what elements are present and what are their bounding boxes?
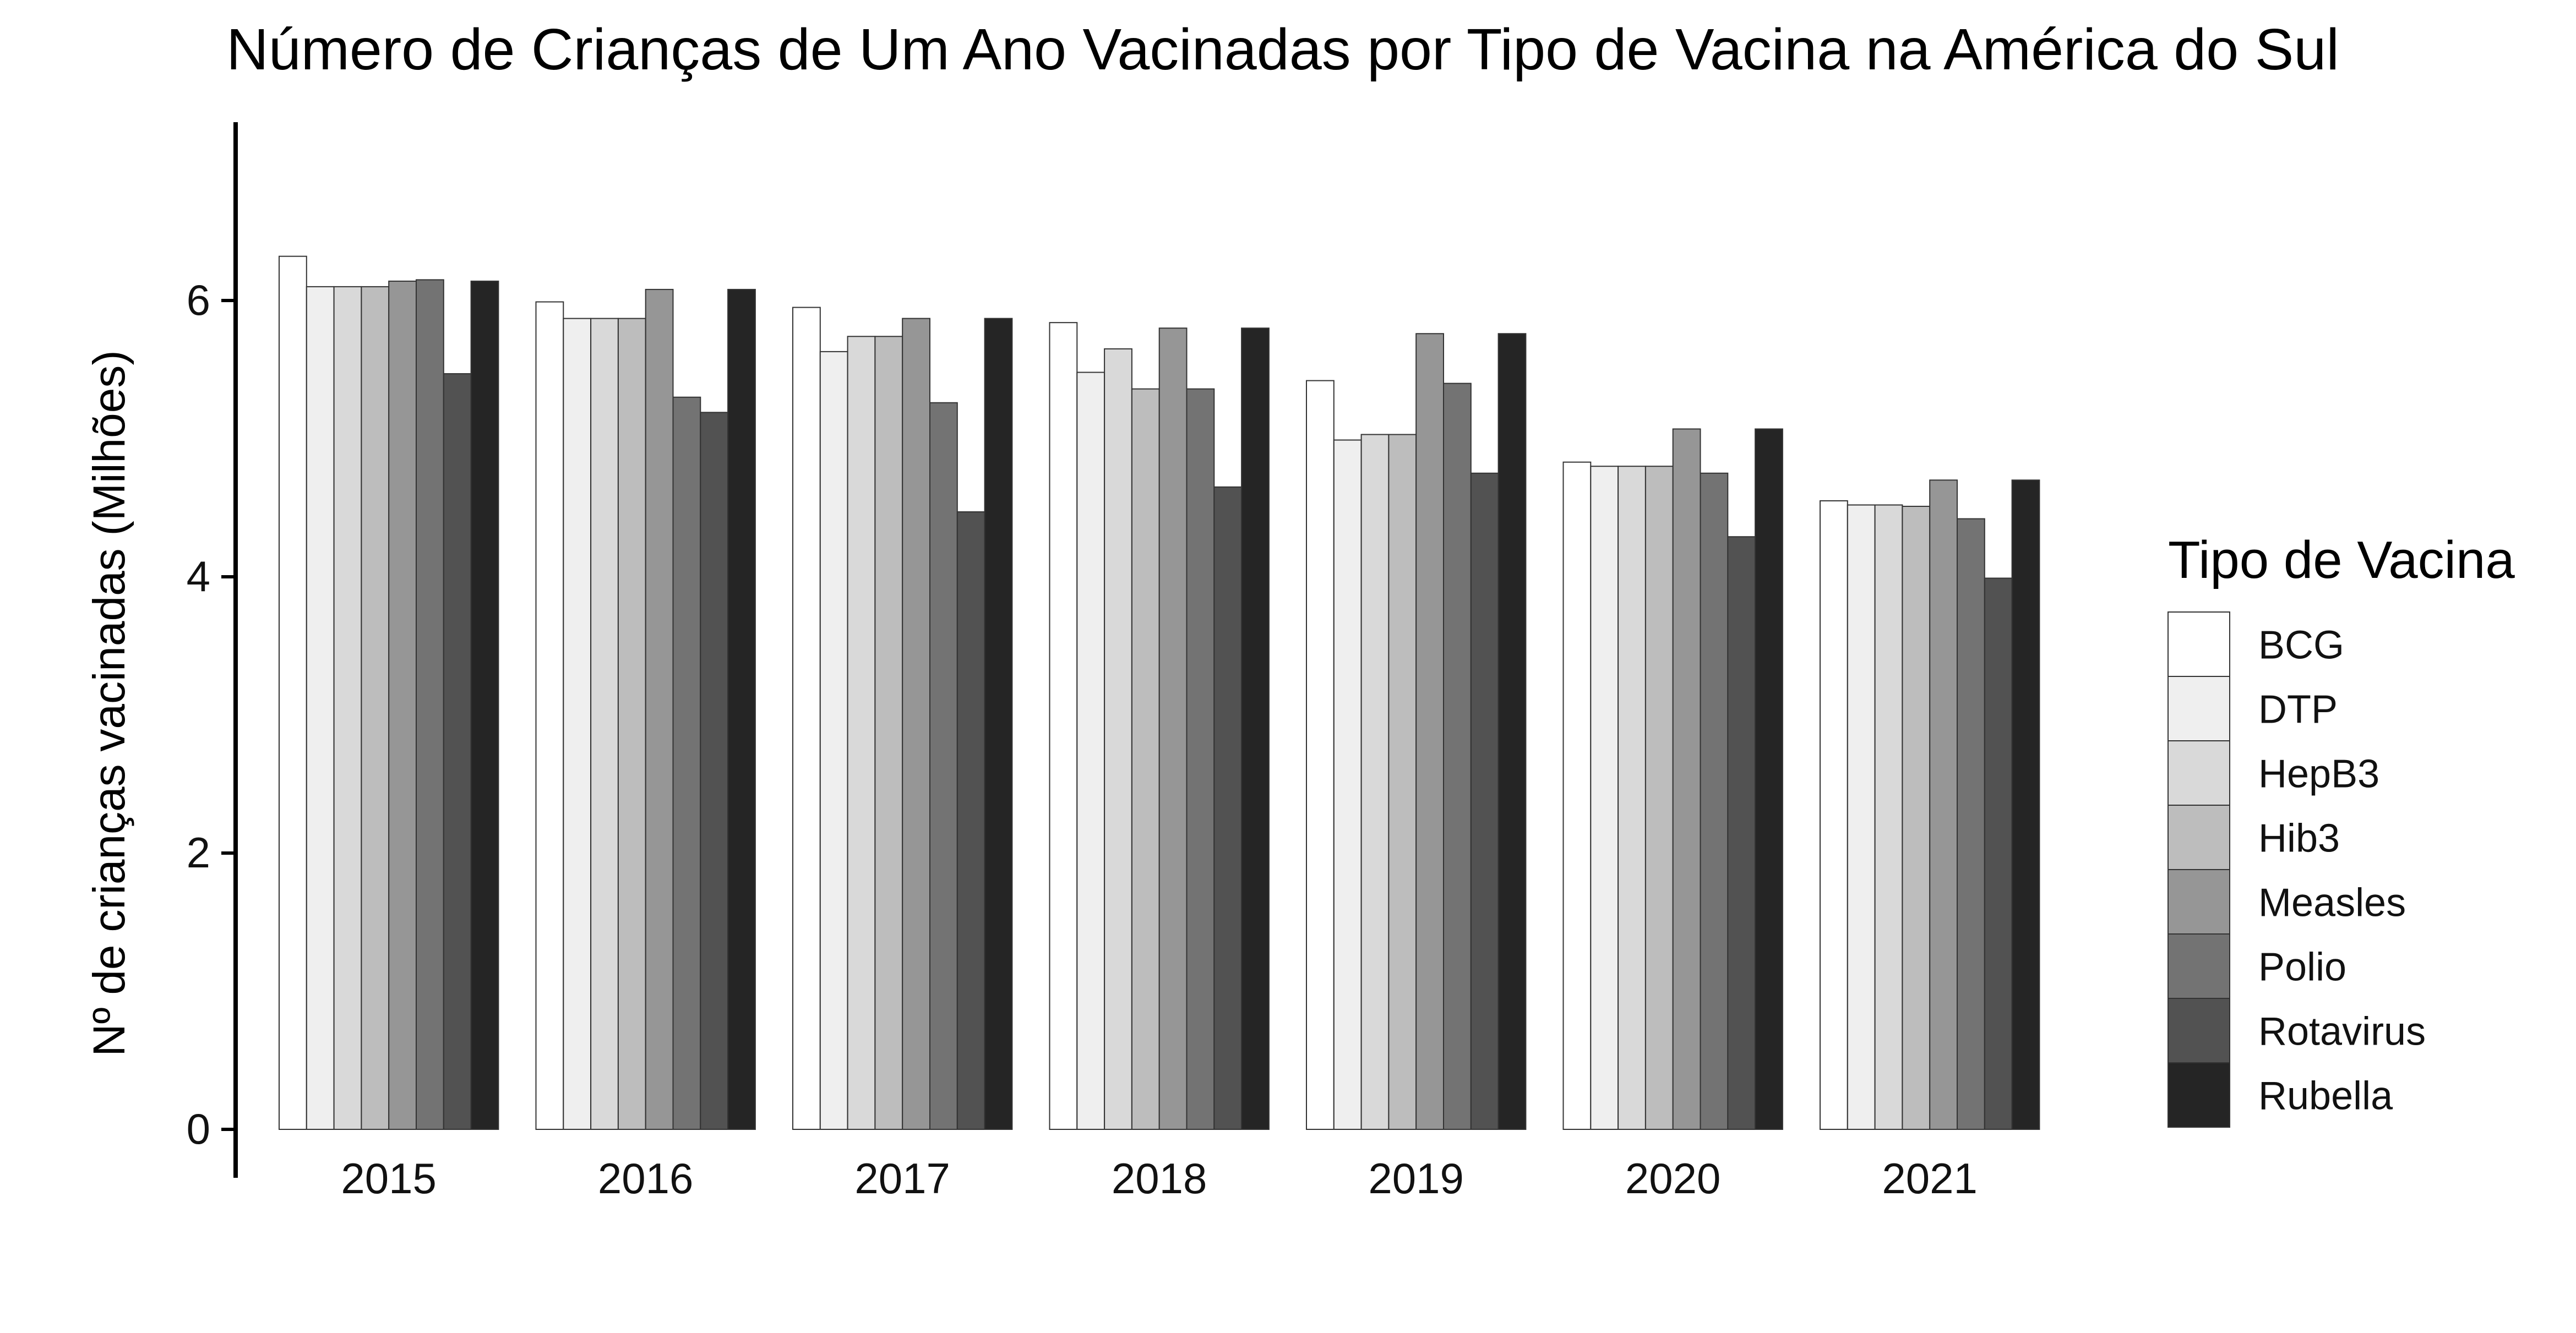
legend-key-dtp bbox=[2167, 676, 2230, 741]
bar-measles-2015 bbox=[388, 280, 417, 1130]
legend-key-rubella bbox=[2167, 1062, 2230, 1128]
bar-measles-2017 bbox=[902, 318, 930, 1130]
x-tick-label: 2017 bbox=[854, 1154, 950, 1203]
bar-bcg-2015 bbox=[279, 255, 307, 1130]
bar-rotavirus-2021 bbox=[1984, 577, 2013, 1130]
bar-hib3-2017 bbox=[874, 336, 903, 1130]
bar-hepb3-2021 bbox=[1874, 504, 1903, 1130]
bar-rubella-2018 bbox=[1241, 327, 1270, 1130]
bar-hepb3-2015 bbox=[333, 286, 362, 1130]
legend-title: Tipo de Vacina bbox=[2168, 531, 2515, 589]
bar-rotavirus-2015 bbox=[443, 373, 472, 1130]
bar-rotavirus-2020 bbox=[1727, 536, 1756, 1130]
bar-hepb3-2019 bbox=[1360, 434, 1390, 1130]
bar-hepb3-2020 bbox=[1618, 466, 1646, 1130]
bar-rotavirus-2018 bbox=[1213, 486, 1243, 1130]
bar-hepb3-2018 bbox=[1104, 348, 1132, 1130]
bar-hepb3-2017 bbox=[847, 336, 876, 1130]
bar-polio-2018 bbox=[1186, 388, 1215, 1130]
bar-rubella-2020 bbox=[1755, 428, 1783, 1130]
bar-measles-2018 bbox=[1158, 327, 1188, 1130]
legend-label-hepb3: HepB3 bbox=[2258, 752, 2379, 796]
x-tick-label: 2018 bbox=[1112, 1154, 1207, 1203]
bar-polio-2021 bbox=[1957, 518, 1985, 1130]
bar-hib3-2021 bbox=[1902, 505, 1931, 1130]
bar-measles-2019 bbox=[1415, 333, 1444, 1130]
legend-key-polio bbox=[2167, 933, 2230, 999]
bars-layer bbox=[279, 255, 2040, 1130]
bar-rubella-2017 bbox=[984, 318, 1013, 1130]
bar-polio-2020 bbox=[1700, 472, 1729, 1130]
y-tick-label: 2 bbox=[187, 828, 210, 877]
legend-key-rotavirus bbox=[2167, 998, 2230, 1063]
legend-label-measles: Measles bbox=[2258, 881, 2406, 925]
x-tick-label: 2019 bbox=[1368, 1154, 1464, 1203]
y-axis-label: Nº de crianças vacinadas (Milhões) bbox=[84, 350, 134, 1056]
bar-rotavirus-2016 bbox=[700, 412, 729, 1130]
chart-title: Número de Crianças de Um Ano Vacinadas p… bbox=[226, 17, 2339, 82]
legend-label-polio: Polio bbox=[2258, 946, 2346, 990]
bar-rubella-2015 bbox=[470, 280, 499, 1130]
legend-key-measles bbox=[2167, 869, 2230, 935]
bar-dtp-2021 bbox=[1847, 504, 1876, 1130]
bar-dtp-2015 bbox=[306, 286, 335, 1130]
x-tick-label: 2020 bbox=[1625, 1154, 1721, 1203]
legend-key-bcg bbox=[2167, 611, 2230, 677]
bar-bcg-2016 bbox=[535, 301, 564, 1130]
x-tick-label: 2015 bbox=[341, 1154, 437, 1203]
bar-bcg-2017 bbox=[792, 307, 821, 1130]
legend-label-bcg: BCG bbox=[2258, 624, 2344, 668]
bar-measles-2020 bbox=[1672, 428, 1701, 1130]
bar-dtp-2016 bbox=[563, 318, 592, 1130]
bar-measles-2021 bbox=[1929, 479, 1958, 1130]
bar-polio-2019 bbox=[1443, 383, 1472, 1130]
bar-rubella-2016 bbox=[727, 288, 756, 1130]
bar-rotavirus-2019 bbox=[1470, 472, 1499, 1130]
legend-key-hib3 bbox=[2167, 805, 2230, 870]
bar-hepb3-2016 bbox=[590, 318, 619, 1130]
bar-dtp-2020 bbox=[1590, 466, 1619, 1130]
bar-hib3-2018 bbox=[1131, 388, 1160, 1130]
bar-dtp-2019 bbox=[1333, 439, 1362, 1130]
bar-bcg-2018 bbox=[1049, 322, 1078, 1130]
bar-dtp-2017 bbox=[819, 351, 848, 1130]
bar-hib3-2016 bbox=[617, 318, 646, 1130]
legend-label-hib3: Hib3 bbox=[2258, 817, 2340, 861]
bar-polio-2015 bbox=[416, 279, 444, 1130]
legend-label-dtp: DTP bbox=[2258, 688, 2338, 732]
legend-label-rotavirus: Rotavirus bbox=[2258, 1010, 2426, 1054]
bar-bcg-2021 bbox=[1820, 500, 1848, 1130]
bar-polio-2016 bbox=[672, 396, 701, 1130]
bar-rubella-2021 bbox=[2011, 479, 2040, 1130]
bar-hib3-2020 bbox=[1644, 466, 1674, 1130]
y-ticks: 0 2 4 6 bbox=[187, 276, 236, 1153]
bar-rubella-2019 bbox=[1497, 333, 1527, 1130]
legend-label-rubella: Rubella bbox=[2258, 1074, 2393, 1118]
y-tick-label: 6 bbox=[187, 276, 210, 324]
x-ticks: 2015 2016 2017 2018 2019 2020 2021 bbox=[341, 1154, 1978, 1203]
bar-bcg-2020 bbox=[1562, 461, 1592, 1130]
y-tick-label: 0 bbox=[187, 1105, 210, 1153]
bar-dtp-2018 bbox=[1076, 372, 1105, 1130]
y-tick-label: 4 bbox=[187, 552, 210, 600]
bar-hib3-2019 bbox=[1388, 434, 1417, 1130]
x-tick-label: 2021 bbox=[1882, 1154, 1978, 1203]
legend: BCG DTP HepB3 Hib3 Measles Polio Rotavirus Rube… bbox=[2167, 611, 2426, 1128]
bar-bcg-2019 bbox=[1306, 380, 1335, 1130]
legend-key-hepb3 bbox=[2167, 740, 2230, 806]
bar-rotavirus-2017 bbox=[956, 511, 985, 1130]
bar-hib3-2015 bbox=[361, 286, 390, 1130]
x-tick-label: 2016 bbox=[598, 1154, 694, 1203]
bar-polio-2017 bbox=[929, 402, 958, 1130]
bar-measles-2016 bbox=[645, 288, 674, 1130]
